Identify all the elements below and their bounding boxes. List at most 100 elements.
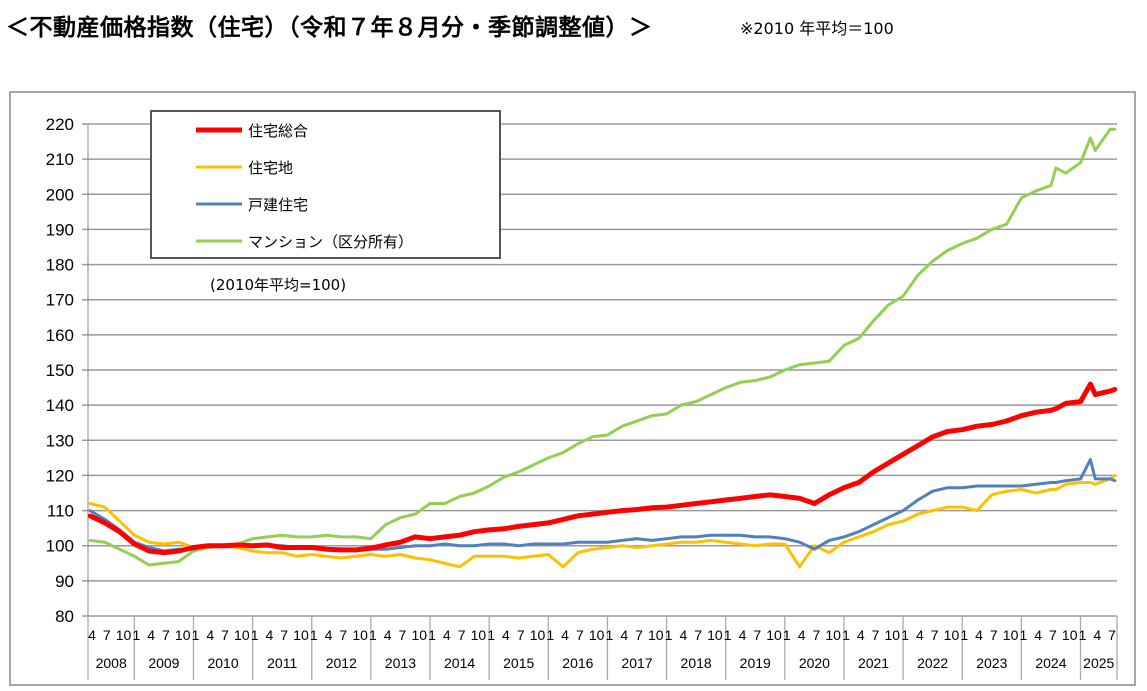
data-point: [901, 509, 905, 512]
month-tick-label: 4: [561, 627, 569, 643]
y-tick-label: 80: [55, 607, 74, 626]
data-point: [517, 544, 521, 548]
data-point: [679, 503, 684, 508]
data-point: [310, 535, 314, 539]
data-point: [768, 542, 772, 546]
month-tick-label: 1: [310, 627, 318, 643]
data-point: [191, 545, 196, 550]
data-point: [650, 544, 654, 548]
year-label: 2018: [681, 655, 712, 671]
data-point: [88, 509, 92, 512]
data-point: [798, 565, 801, 569]
data-point: [1005, 484, 1008, 488]
data-point: [280, 551, 284, 555]
data-point: [591, 547, 595, 551]
data-point: [826, 492, 832, 498]
month-tick-label: 10: [944, 627, 960, 643]
base-year-annotation: (2010年平均=100): [210, 276, 346, 294]
legend-label: 住宅地: [248, 159, 293, 177]
data-point: [1048, 408, 1054, 413]
data-point: [872, 530, 875, 534]
month-tick-label: 1: [132, 627, 140, 643]
month-tick-label: 4: [502, 627, 510, 643]
month-tick-label: 7: [990, 627, 998, 643]
data-point: [827, 539, 831, 542]
data-point: [428, 502, 432, 505]
data-point: [266, 535, 269, 539]
data-point: [709, 533, 713, 537]
data-point: [827, 359, 831, 363]
data-point: [132, 541, 137, 547]
data-point: [709, 539, 713, 542]
data-point: [398, 539, 403, 545]
month-tick-label: 10: [825, 627, 841, 643]
y-tick-label: 160: [46, 326, 74, 345]
month-tick-label: 7: [162, 627, 170, 643]
data-point: [117, 529, 122, 534]
data-point: [1020, 488, 1023, 491]
month-tick-label: 4: [857, 627, 865, 643]
data-point: [1049, 488, 1053, 491]
data-point: [443, 542, 447, 546]
data-point: [280, 533, 284, 537]
data-point: [1078, 399, 1083, 404]
data-point: [532, 554, 535, 558]
month-tick-label: 10: [885, 627, 901, 643]
y-tick-label: 130: [46, 431, 74, 450]
data-point: [946, 505, 949, 509]
data-point: [1004, 418, 1009, 424]
y-tick-label: 110: [47, 502, 74, 521]
data-point: [369, 553, 373, 556]
month-tick-label: 1: [783, 627, 791, 643]
year-label: 2012: [326, 655, 357, 671]
data-point: [1033, 409, 1039, 415]
data-point: [723, 497, 728, 503]
year-label: 2025: [1083, 655, 1114, 671]
data-point: [606, 540, 609, 544]
data-point: [339, 535, 343, 539]
data-point: [132, 554, 136, 558]
data-point: [886, 516, 890, 519]
data-point: [916, 498, 920, 502]
month-tick-label: 7: [1108, 627, 1116, 643]
data-point: [974, 423, 980, 429]
data-point: [428, 544, 432, 548]
data-point: [325, 554, 328, 558]
month-tick-label: 1: [1079, 627, 1087, 643]
month-tick-label: 7: [635, 627, 643, 643]
data-point: [310, 553, 314, 556]
data-point: [102, 520, 108, 526]
data-point: [665, 542, 668, 546]
data-point: [324, 546, 329, 552]
data-point: [1093, 392, 1098, 397]
data-point: [930, 434, 935, 440]
data-point: [502, 554, 506, 558]
base-year-note: ※2010 年平均＝100: [740, 19, 894, 38]
data-point: [649, 505, 655, 511]
year-label: 2017: [621, 655, 652, 671]
data-point: [517, 470, 521, 474]
month-tick-label: 4: [739, 627, 747, 643]
month-tick-label: 4: [1034, 627, 1042, 643]
data-point: [443, 502, 447, 505]
data-point: [1034, 482, 1038, 486]
month-tick-label: 10: [471, 627, 487, 643]
data-point: [619, 508, 625, 513]
month-tick-label: 1: [606, 627, 614, 643]
data-point: [990, 484, 994, 488]
month-tick-label: 7: [813, 627, 821, 643]
data-point: [560, 517, 566, 522]
data-point: [1079, 481, 1082, 484]
data-point: [872, 523, 875, 526]
data-point: [413, 556, 417, 560]
data-point: [856, 480, 862, 485]
month-tick-label: 7: [694, 627, 702, 643]
year-label: 2023: [976, 655, 1007, 671]
data-point: [901, 519, 905, 523]
data-point: [916, 512, 920, 516]
data-point: [265, 542, 270, 548]
data-point: [517, 556, 521, 560]
month-tick-label: 7: [517, 627, 525, 643]
data-point: [946, 486, 949, 490]
